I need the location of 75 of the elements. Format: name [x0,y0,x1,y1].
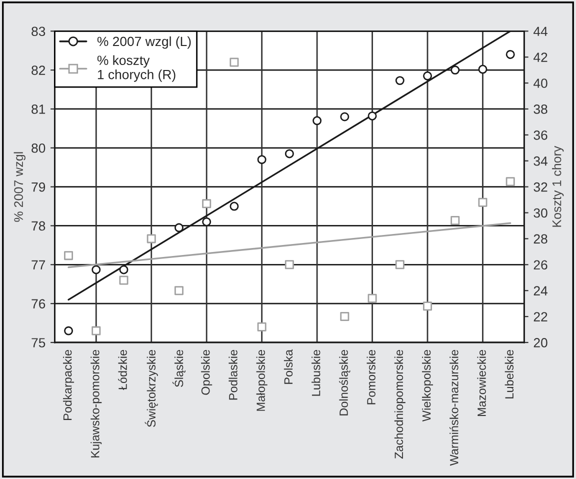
x-tick-label: Kujawsko-pomorskie [90,350,102,458]
y-tick-label: 77 [32,260,46,270]
y-tick-label: 82 [32,66,46,75]
x-tick-label: Warmińsko-mazurskie [449,350,458,466]
point [506,177,515,186]
y-axis-title: % 2007 wzgl [14,152,26,222]
point [478,64,488,74]
point [92,326,101,336]
y2-tick-label: 30 [534,208,548,218]
y2-tick-label: 20 [534,338,548,348]
x-tick-label: Łódzkie [118,350,127,390]
legend-label: % 2007 wzgl (L) [97,36,191,49]
point [257,155,266,164]
point [450,216,460,226]
point [506,50,515,59]
y2-tick-label: 38 [534,104,548,114]
x-tick-label: Śląskie [172,350,186,387]
point [119,276,128,285]
point [257,322,266,332]
y2-tick-label: 22 [534,312,548,322]
x-tick-label: Świętokrzyskie [144,350,158,427]
y2-tick-label: 32 [534,182,548,192]
x-tick-label: Podlaskie [228,350,238,400]
point [146,234,156,244]
x-tick-label: Lubuskie [312,350,320,396]
x-tick-label: Polska [284,349,293,384]
legend-label: % koszty 1 chorych (R) [97,55,176,82]
y2-tick-label: 24 [534,286,548,296]
point [368,294,377,303]
y2-tick-label: 40 [533,78,548,88]
point [423,71,432,80]
point [340,312,350,322]
y2-tick-label: 42 [533,52,548,62]
y2-tick-label: 36 [534,130,548,140]
y-tick-label: 78 [32,221,46,231]
x-tick-label: Opolskie [201,350,212,395]
x-tick-label: Lubelskie [504,350,514,398]
point [284,260,294,270]
x-tick-label: Małopolskie [256,350,268,411]
point [202,217,212,226]
point [340,112,350,122]
point [119,265,128,274]
point [202,199,212,208]
point [450,66,460,75]
point [395,260,404,270]
x-tick-label: Dolnośląskie [339,350,350,416]
point [174,223,184,232]
point [478,198,488,207]
y2-tick-label: 44 [533,26,548,36]
x-tick-label: Zachodniopomorskie [394,350,406,459]
point [230,202,239,211]
point [64,326,74,336]
y2-axis-title: Koszty 1 chory [552,146,564,227]
y2-tick-label: 28 [534,234,548,244]
y-tick-label: 76 [32,299,46,308]
point [230,58,239,67]
y-tick-label: 79 [32,182,46,192]
y-tick-label: 75 [32,338,46,348]
x-tick-label: Mazowieckie [477,350,486,416]
x-tick-label: Wielkopolskie [422,350,434,422]
point [64,251,74,260]
point [174,286,184,296]
y2-tick-label: 26 [534,260,548,270]
point [312,116,322,126]
point [368,111,377,120]
point [92,265,101,274]
point [284,149,294,158]
y-tick-label: 83 [32,26,46,36]
x-tick-label: Podkarpackie [63,350,74,420]
y2-tick-label: 34 [534,156,548,166]
point [395,76,404,86]
y-tick-label: 81 [32,104,46,114]
y-tick-label: 80 [32,143,46,153]
x-tick-label: Pomorskie [366,350,376,404]
point [423,302,432,311]
